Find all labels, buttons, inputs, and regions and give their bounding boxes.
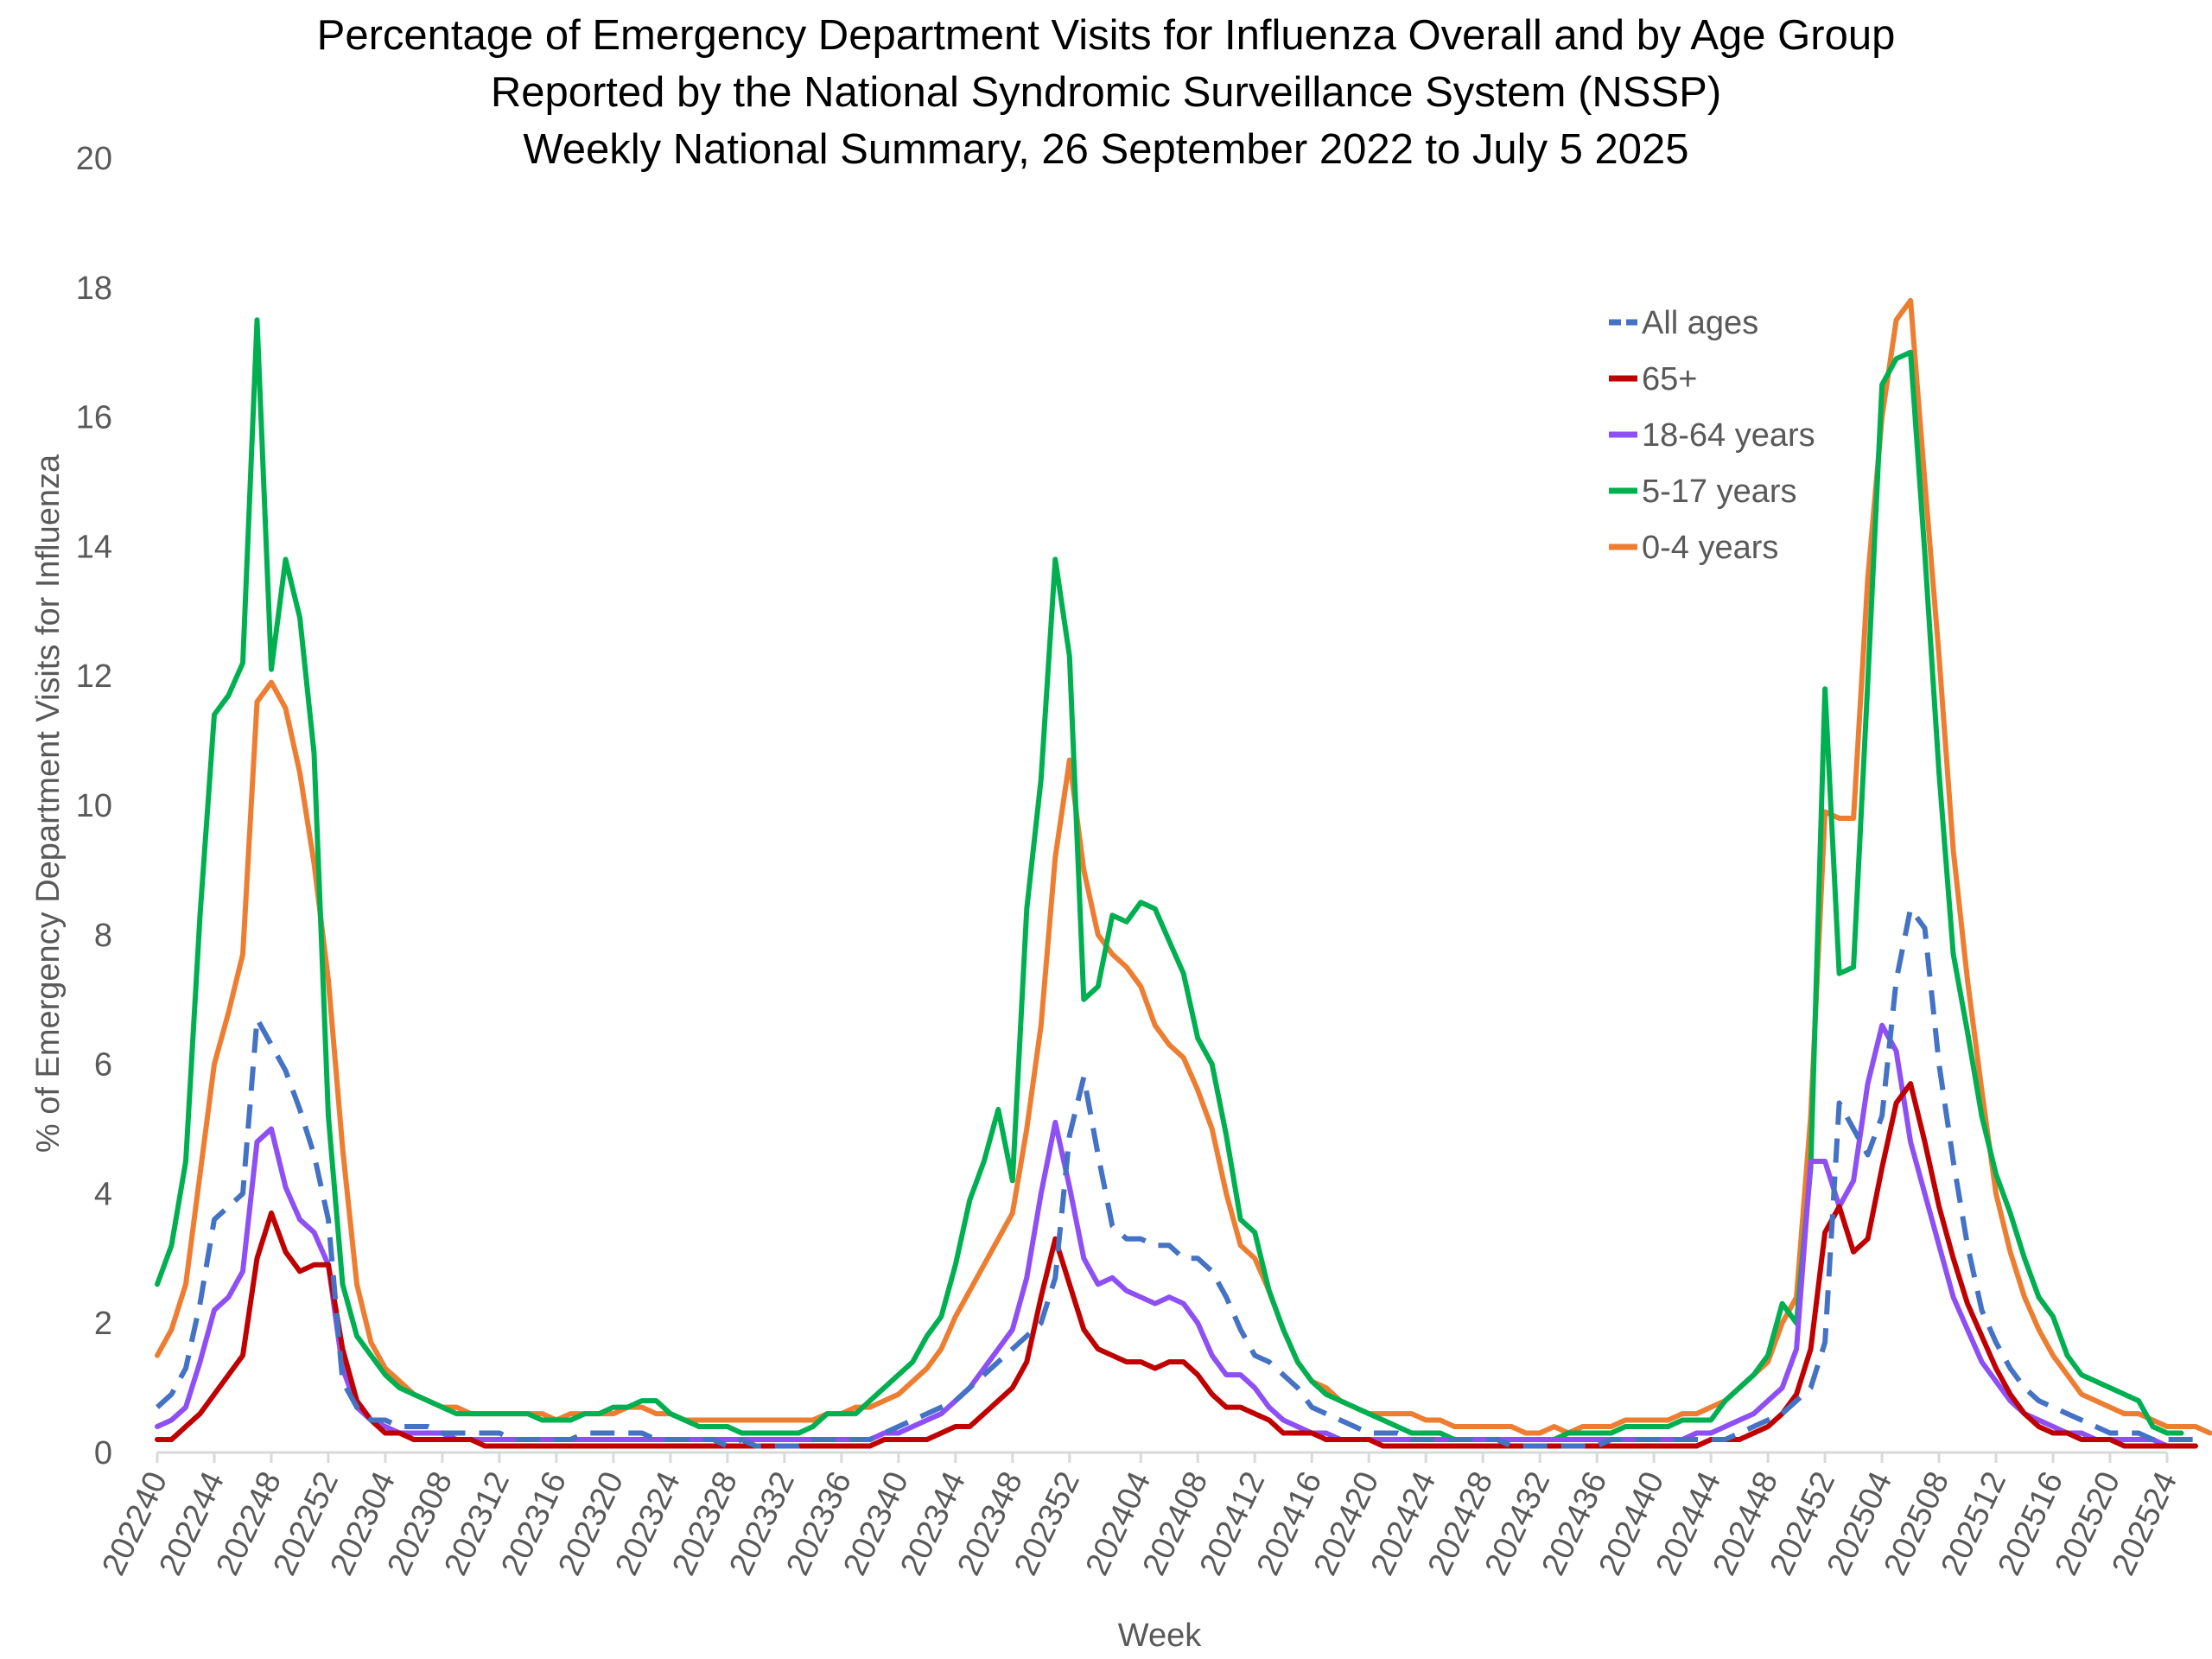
y-tick-label: 6 xyxy=(94,1047,112,1084)
y-axis-tick-labels: 0 2 4 6 8 10 12 14 16 18 20 xyxy=(76,141,112,1471)
x-axis-title: Week xyxy=(1118,1618,1202,1654)
chart-title-line-1: Percentage of Emergency Department Visit… xyxy=(317,12,1896,59)
legend: All ages 65+ 18-64 years 5-17 years 0-4 year… xyxy=(1609,305,1815,566)
y-tick-label: 10 xyxy=(76,788,112,824)
series-line-5-17-years xyxy=(155,317,2184,1442)
y-tick-label: 0 xyxy=(94,1435,112,1471)
series-line-18-64-years xyxy=(155,1022,2170,1449)
y-tick-label: 8 xyxy=(94,918,112,954)
y-tick-label: 18 xyxy=(76,270,112,307)
series-lines xyxy=(155,297,2212,1449)
series-line-0-4-years xyxy=(155,297,2212,1436)
y-tick-label: 16 xyxy=(76,400,112,436)
chart-title-line-2: Reported by the National Syndromic Surve… xyxy=(491,69,1721,116)
y-tick-label: 4 xyxy=(94,1176,112,1212)
y-tick-label: 20 xyxy=(76,141,112,177)
chart-title-line-3: Weekly National Summary, 26 September 20… xyxy=(523,126,1688,173)
y-tick-label: 2 xyxy=(94,1306,112,1342)
chart-title: Percentage of Emergency Department Visit… xyxy=(317,12,1896,173)
legend-label: 5-17 years xyxy=(1642,474,1797,510)
legend-label: 65+ xyxy=(1642,361,1697,397)
y-tick-label: 14 xyxy=(76,529,112,565)
x-axis-ticks: 2022402022442022482022522023042023082023… xyxy=(95,1452,2184,1581)
y-axis-title: % of Emergency Department Visits for Inf… xyxy=(30,454,67,1153)
y-tick-label: 12 xyxy=(76,658,112,695)
legend-label: 0-4 years xyxy=(1642,530,1778,566)
series-line-all-ages xyxy=(155,906,2196,1449)
legend-label: 18-64 years xyxy=(1642,417,1815,454)
series-line-65- xyxy=(155,1081,2198,1449)
legend-label: All ages xyxy=(1642,305,1758,341)
